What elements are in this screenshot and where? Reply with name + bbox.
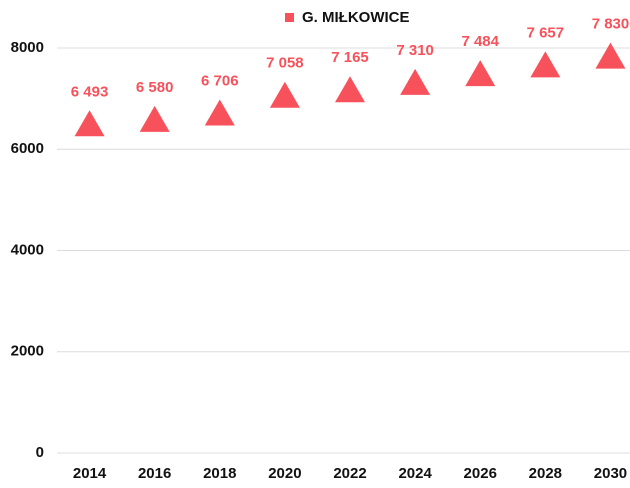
marker — [335, 76, 366, 103]
data-label: 6 493 — [71, 83, 109, 100]
x-tick-label: 2024 — [398, 465, 432, 482]
legend-label: G. MIŁKOWICE — [302, 9, 410, 26]
y-tick-label: 6000 — [11, 140, 44, 157]
y-tick-label: 8000 — [11, 39, 44, 56]
data-label: 6 580 — [136, 79, 174, 96]
x-tick-label: 2018 — [203, 465, 236, 482]
data-label: 6 706 — [201, 72, 239, 89]
y-tick-label: 2000 — [11, 343, 44, 360]
legend-swatch — [285, 13, 294, 22]
data-label: 7 165 — [331, 49, 369, 66]
x-tick-label: 2016 — [138, 465, 171, 482]
marker — [400, 68, 431, 95]
marker — [530, 51, 561, 78]
data-label: 7 657 — [527, 24, 565, 41]
marker — [465, 60, 496, 87]
marker — [269, 81, 300, 108]
x-tick-label: 2014 — [73, 465, 107, 482]
data-label: 7 484 — [461, 33, 499, 50]
marker — [595, 42, 626, 69]
x-tick-label: 2028 — [529, 465, 562, 482]
x-tick-label: 2022 — [333, 465, 366, 482]
y-tick-label: 0 — [36, 444, 44, 461]
marker — [139, 105, 170, 132]
y-tick-label: 4000 — [11, 241, 44, 258]
x-tick-label: 2026 — [464, 465, 497, 482]
marker — [204, 99, 235, 126]
data-label: 7 830 — [592, 16, 630, 33]
x-tick-label: 2020 — [268, 465, 301, 482]
data-label: 7 058 — [266, 55, 304, 72]
marker — [74, 110, 105, 137]
x-tick-label: 2030 — [594, 465, 627, 482]
data-label: 7 310 — [396, 42, 434, 59]
